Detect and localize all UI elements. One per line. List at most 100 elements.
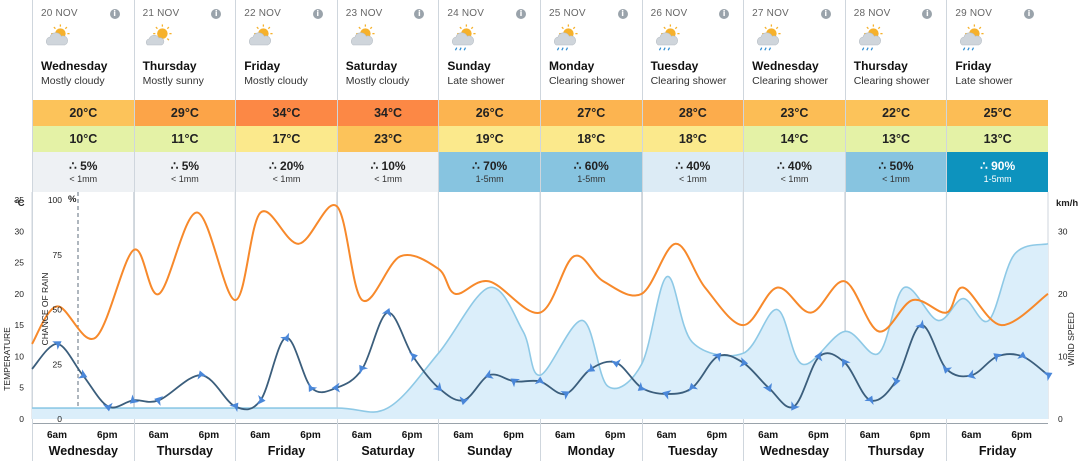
day-name: Friday: [955, 59, 992, 73]
day-date: 21 NOV: [142, 8, 180, 19]
day-column[interactable]: 23 NOV i Saturday Mostly cloudy 34°C 23°…: [336, 0, 439, 461]
raindrops-icon: ∴: [472, 159, 480, 173]
day-date: 27 NOV: [752, 8, 789, 19]
rain-cell: ∴ 40% < 1mm: [642, 152, 744, 192]
mostly-cloudy-icon: [249, 24, 273, 46]
rain-chance-value: 90%: [991, 159, 1016, 173]
rain-chance-value: 40%: [686, 159, 711, 173]
footer-day-name: Thursday: [867, 444, 925, 458]
wind-direction-arrow: [739, 357, 749, 368]
wind-direction-arrow: [814, 351, 823, 362]
rain-chance: ∴ 40%: [744, 152, 845, 173]
day-header: 27 NOV i Wednesday Clearing shower: [744, 0, 845, 100]
day-date: 22 NOV: [244, 8, 281, 19]
time-6am: 6am: [47, 430, 68, 441]
raindrops-icon: ∴: [878, 159, 887, 173]
day-name: Saturday: [345, 59, 398, 73]
max-temp: 27°C: [540, 100, 642, 126]
day-column[interactable]: 27 NOV i Wednesday Clearing shower 23°C …: [743, 0, 845, 461]
day-footer: 6am 6pm Monday: [540, 423, 642, 461]
rain-chance-value: 70%: [483, 159, 508, 173]
rain-amount: < 1mm: [678, 174, 707, 184]
info-icon[interactable]: i: [414, 9, 425, 19]
rain-chance: ∴ 70%: [439, 152, 540, 173]
day-header: 28 NOV i Thursday Clearing shower: [845, 0, 947, 100]
min-temp: 13°C: [845, 126, 947, 152]
day-name: Monday: [548, 59, 595, 73]
wind-direction-arrow: [585, 363, 596, 373]
day-header: 22 NOV i Friday Mostly cloudy: [236, 0, 337, 100]
day-column[interactable]: 20 NOV i Wednesday Mostly cloudy 20°C 10…: [32, 0, 134, 461]
temperature-series-line: [31, 204, 1049, 345]
info-icon[interactable]: i: [719, 9, 730, 19]
wind-direction-arrow: [409, 352, 418, 362]
wind-direction-arrow: [280, 332, 290, 343]
clearing-shower-icon: [858, 24, 883, 51]
info-icon[interactable]: i: [922, 9, 933, 19]
rain-amount: 1-5mm: [577, 174, 606, 184]
day-column[interactable]: 26 NOV i Tuesday Clearing shower 28°C 18…: [641, 0, 744, 461]
wind-axis-label: WIND SPEED: [1066, 312, 1076, 366]
day-name: Wednesday: [41, 59, 108, 73]
wind-tick-label: 20: [1058, 289, 1068, 299]
info-icon[interactable]: i: [312, 9, 323, 19]
clearing-shower-icon: [655, 24, 680, 51]
day-header: 24 NOV i Sunday Late shower: [439, 0, 540, 100]
min-temp: 18°C: [642, 126, 744, 152]
mostly-sunny-icon: [145, 24, 172, 46]
info-icon[interactable]: i: [617, 9, 628, 19]
temp-tick-label: 25: [15, 258, 25, 268]
day-footer: 6am 6pm Friday: [236, 423, 337, 461]
day-column[interactable]: 25 NOV i Monday Clearing shower 27°C 18°…: [539, 0, 642, 461]
rain-chance-value: 50%: [889, 159, 914, 173]
wind-direction-arrow: [610, 359, 621, 368]
info-icon[interactable]: i: [820, 9, 831, 19]
wind-direction-arrow: [308, 382, 318, 393]
info-icon[interactable]: i: [515, 9, 526, 19]
info-icon[interactable]: i: [109, 9, 120, 19]
wind-direction-arrow: [510, 378, 520, 388]
temp-tick-label: 20: [15, 289, 25, 299]
footer-day-name: Friday: [267, 444, 306, 458]
wind-direction-arrow: [331, 382, 341, 393]
rain-tick-label: 25: [53, 359, 63, 369]
day-column[interactable]: 29 NOV i Friday Late shower 25°C 13°C ∴ …: [946, 0, 1048, 461]
time-6am: 6am: [453, 430, 474, 441]
day-column[interactable]: 28 NOV i Thursday Clearing shower 22°C 1…: [844, 0, 947, 461]
rain-cell: ∴ 5% < 1mm: [134, 152, 236, 192]
temp-tick-label: 5: [19, 383, 24, 393]
info-icon[interactable]: i: [211, 9, 222, 19]
day-description: Mostly cloudy: [41, 75, 105, 87]
rain-amount: < 1mm: [69, 174, 98, 184]
day-column[interactable]: 24 NOV i Sunday Late shower 26°C 19°C ∴ …: [438, 0, 540, 461]
rain-amount: < 1mm: [780, 174, 809, 184]
day-name: Tuesday: [650, 59, 699, 73]
wind-direction-arrow: [791, 401, 800, 411]
wind-direction-arrow: [197, 370, 208, 380]
day-column[interactable]: 21 NOV i Thursday Mostly sunny 29°C 11°C…: [133, 0, 236, 461]
max-temp: 34°C: [236, 100, 337, 126]
day-header: 21 NOV i Thursday Mostly sunny: [134, 0, 236, 100]
shower-icon: [452, 24, 476, 51]
day-header: 23 NOV i Saturday Mostly cloudy: [337, 0, 439, 100]
wind-direction-arrow: [102, 402, 113, 412]
min-temp: 19°C: [439, 126, 540, 152]
max-temp: 23°C: [744, 100, 845, 126]
info-icon[interactable]: i: [1023, 9, 1034, 19]
raindrops-icon: ∴: [268, 159, 277, 173]
wind-direction-arrow: [842, 358, 851, 368]
temp-tick-label: 30: [15, 226, 25, 236]
rain-chance: ∴ 20%: [236, 152, 337, 173]
day-column[interactable]: 22 NOV i Friday Mostly cloudy 34°C 17°C …: [235, 0, 337, 461]
rain-cell: ∴ 50% < 1mm: [845, 152, 947, 192]
time-6pm: 6pm: [198, 430, 220, 441]
min-temp: 14°C: [744, 126, 845, 152]
raindrops-icon: ∴: [573, 159, 582, 173]
time-6pm: 6pm: [401, 430, 423, 441]
day-name: Sunday: [447, 59, 491, 73]
wind-direction-arrow: [688, 382, 699, 392]
footer-day-name: Monday: [567, 444, 615, 458]
rain-cell: ∴ 70% 1-5mm: [439, 152, 540, 192]
day-footer: 6am 6pm Thursday: [845, 423, 947, 461]
wind-direction-arrow: [229, 402, 239, 412]
